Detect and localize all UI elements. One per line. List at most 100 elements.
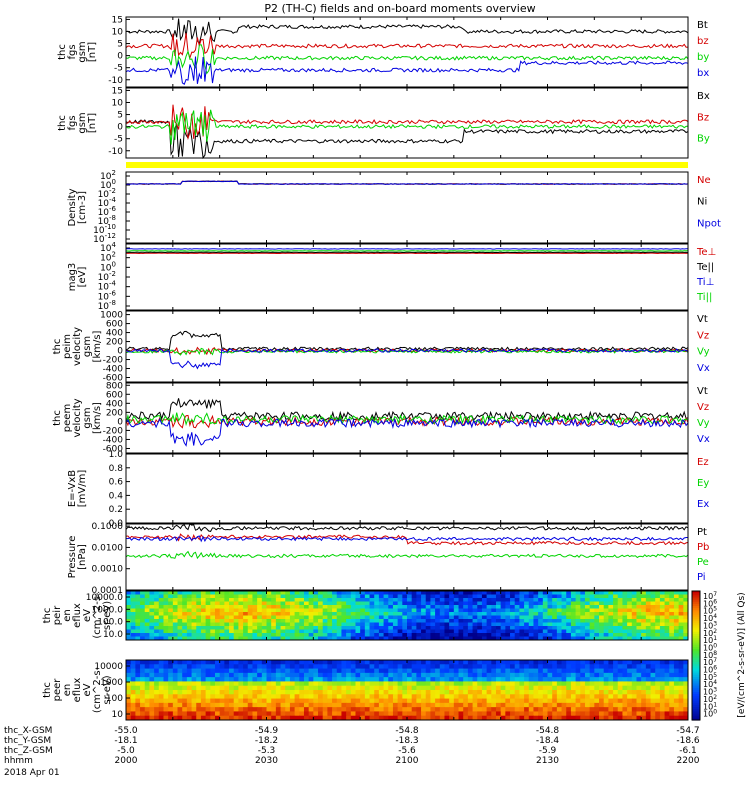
- heat-cell: [384, 612, 389, 616]
- heat-cell: [276, 623, 281, 627]
- heat-cell: [374, 595, 379, 599]
- heat-cell: [496, 681, 501, 686]
- heat-cell: [519, 703, 524, 708]
- colorbar-label-16: 100: [703, 709, 717, 719]
- heat-cell: [196, 598, 201, 602]
- heat-cell: [491, 602, 496, 606]
- heat-cell: [224, 699, 229, 704]
- heat-cell: [538, 623, 543, 627]
- heat-cell: [599, 677, 604, 682]
- heat-cell: [215, 686, 220, 691]
- heat-cell: [660, 626, 665, 630]
- heat-cell: [145, 623, 150, 627]
- heat-cell: [131, 711, 136, 716]
- heat-cell: [510, 609, 515, 613]
- heat-cell: [608, 686, 613, 691]
- heat-cell: [290, 630, 295, 634]
- heat-cell: [393, 686, 398, 691]
- heat-cell: [622, 598, 627, 602]
- heat-cell: [360, 669, 365, 674]
- heat-cell: [140, 609, 145, 613]
- heat-cell: [304, 623, 309, 627]
- heat-cell: [622, 623, 627, 627]
- heat-cell: [140, 598, 145, 602]
- heat-cell: [370, 673, 375, 678]
- heat-cell: [444, 602, 449, 606]
- heat-cell: [384, 660, 389, 665]
- legend-fgs2-2: By: [697, 134, 710, 145]
- heat-cell: [281, 612, 286, 616]
- heat-cell: [215, 699, 220, 704]
- heat-cell: [234, 681, 239, 686]
- heat-cell: [533, 633, 538, 637]
- heat-cell: [632, 602, 637, 606]
- heat-cell: [252, 605, 257, 609]
- heat-cell: [238, 612, 243, 616]
- heat-cell: [252, 677, 257, 682]
- heat-cell: [463, 630, 468, 634]
- heat-cell: [463, 598, 468, 602]
- heat-cell: [402, 605, 407, 609]
- heat-cell: [459, 602, 464, 606]
- heat-cell: [323, 598, 328, 602]
- heat-cell: [192, 630, 197, 634]
- heat-cell: [126, 602, 131, 606]
- heat-cell: [290, 690, 295, 695]
- heat-cell: [641, 686, 646, 691]
- heat-cell: [679, 690, 684, 695]
- heat-cell: [196, 677, 201, 682]
- heat-cell: [135, 703, 140, 708]
- heat-cell: [337, 619, 342, 623]
- heat-cell: [313, 677, 318, 682]
- heat-cell: [412, 591, 417, 595]
- heat-cell: [206, 626, 211, 630]
- heat-cell: [590, 598, 595, 602]
- heat-cell: [430, 664, 435, 669]
- heat-cell: [220, 633, 225, 637]
- heat-cell: [613, 694, 618, 699]
- heat-cell: [384, 664, 389, 669]
- heat-cell: [318, 602, 323, 606]
- heat-cell: [482, 619, 487, 623]
- heat-cell: [627, 686, 632, 691]
- heat-cell: [332, 703, 337, 708]
- heat-cell: [426, 623, 431, 627]
- heat-cell: [599, 711, 604, 716]
- heat-cell: [140, 694, 145, 699]
- heat-cell: [660, 630, 665, 634]
- heat-cell: [519, 660, 524, 665]
- heat-cell: [505, 626, 510, 630]
- heat-cell: [585, 694, 590, 699]
- heat-cell: [487, 633, 492, 637]
- heat-cell: [632, 616, 637, 620]
- heat-cell: [548, 598, 553, 602]
- heat-cell: [416, 669, 421, 674]
- heat-cell: [295, 686, 300, 691]
- heat-cell: [126, 612, 131, 616]
- heat-cell: [599, 699, 604, 704]
- xaxis-row-label-2: thc_Z-GSM: [4, 746, 53, 756]
- heat-cell: [501, 630, 506, 634]
- heat-cell: [206, 681, 211, 686]
- heat-cell: [533, 707, 538, 712]
- heat-cell: [599, 630, 604, 634]
- heat-cell: [248, 619, 253, 623]
- heat-cell: [651, 623, 656, 627]
- heat-cell: [655, 699, 660, 704]
- heat-cell: [529, 633, 534, 637]
- legend-temp-0: Te⊥: [696, 247, 716, 258]
- heat-cell: [168, 630, 173, 634]
- heat-cell: [594, 677, 599, 682]
- heat-cell: [519, 707, 524, 712]
- heat-cell: [482, 669, 487, 674]
- heat-cell: [149, 595, 154, 599]
- heat-cell: [402, 619, 407, 623]
- heat-cell: [552, 630, 557, 634]
- heat-cell: [552, 633, 557, 637]
- heat-cell: [618, 626, 623, 630]
- heat-cell: [496, 699, 501, 704]
- heat-cell: [412, 690, 417, 695]
- heat-cell: [660, 602, 665, 606]
- heat-cell: [599, 673, 604, 678]
- series-peim-0: [126, 331, 688, 350]
